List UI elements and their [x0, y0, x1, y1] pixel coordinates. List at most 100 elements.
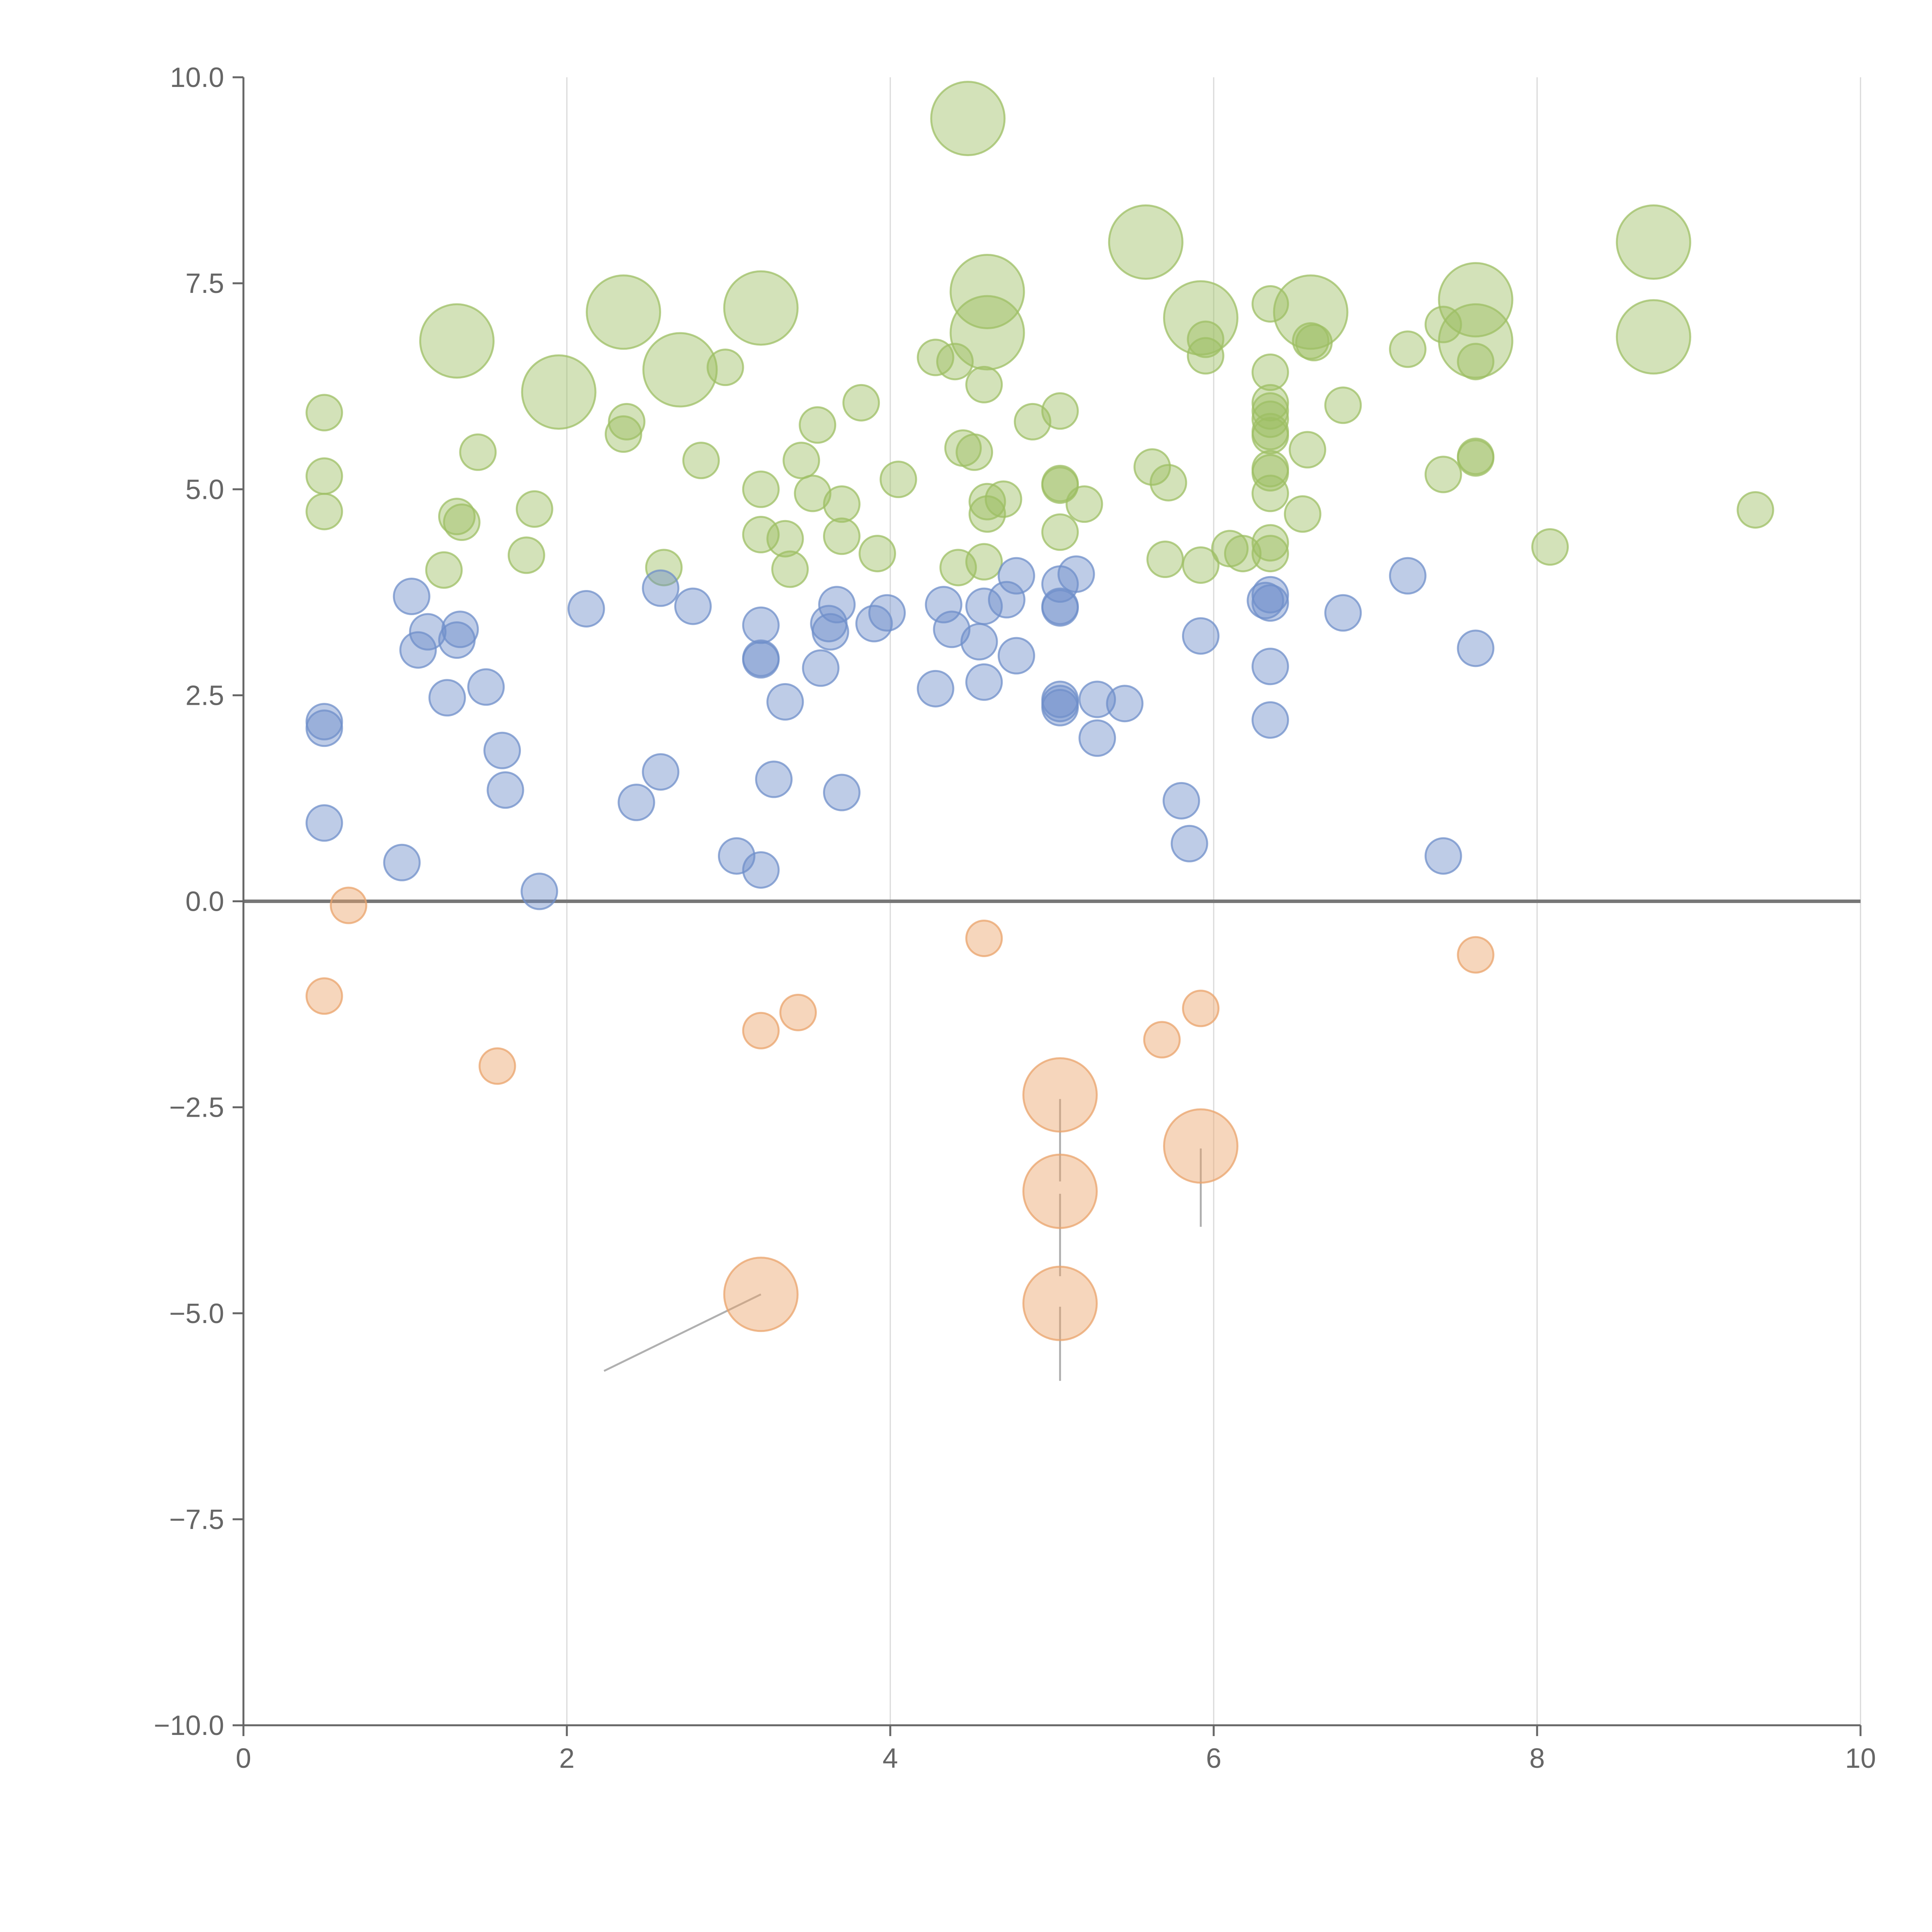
data-point-green — [521, 354, 597, 430]
data-point-blue — [1041, 685, 1079, 723]
data-point-blue — [383, 844, 421, 881]
data-point-green — [949, 253, 1025, 329]
data-point-green — [1251, 384, 1289, 422]
data-point-blue — [965, 587, 1003, 625]
y-tick-label: 2.5 — [185, 680, 224, 711]
data-point-green — [305, 394, 343, 432]
data-point-green — [859, 535, 896, 573]
data-point-orange — [1182, 990, 1220, 1027]
data-point-orange — [1143, 1021, 1181, 1059]
data-point-blue — [960, 623, 998, 661]
data-point-orange — [742, 1012, 780, 1049]
data-point-blue — [1078, 680, 1116, 718]
data-point-green — [1146, 541, 1184, 578]
data-point-green — [985, 480, 1022, 518]
data-point-green — [1041, 513, 1079, 551]
data-point-blue — [1251, 648, 1289, 685]
data-point-blue — [1057, 555, 1095, 593]
axes: −10.0 −7.5 −5.0 −2.5 0.0 2.5 5.0 7.5 10.0 0 2 4 6 8 10 — [154, 62, 1876, 1774]
data-point-blue — [802, 649, 840, 687]
data-point-green — [823, 517, 861, 555]
data-point-blue — [742, 851, 780, 889]
data-point-blue — [933, 611, 971, 648]
data-point-green — [794, 474, 832, 512]
y-tick-label: 7.5 — [185, 268, 224, 299]
data-point-green — [1251, 454, 1289, 492]
data-point-green — [1531, 528, 1569, 566]
data-point-green — [1616, 204, 1691, 280]
data-point-blue — [965, 663, 1003, 701]
data-point-orange — [330, 886, 367, 924]
data-point-blue — [1251, 576, 1289, 614]
data-point-blue — [1457, 629, 1495, 667]
annotation-leader-lines — [604, 1099, 1202, 1381]
data-point-blue — [818, 586, 856, 624]
y-tick-label: −2.5 — [169, 1092, 224, 1123]
data-point-blue — [1041, 589, 1079, 627]
data-point-green — [1182, 546, 1220, 584]
data-point-orange — [965, 919, 1003, 957]
x-tick-label: 4 — [883, 1743, 898, 1774]
data-point-orange — [1457, 936, 1495, 974]
data-point-green — [419, 303, 495, 379]
x-tick-label: 6 — [1206, 1743, 1221, 1774]
data-point-blue — [766, 683, 804, 721]
data-point-blue — [988, 581, 1026, 619]
data-point-blue — [305, 709, 343, 747]
data-point-blue — [925, 586, 963, 624]
data-point-green — [917, 338, 954, 376]
data-point-blue — [617, 784, 655, 821]
data-point-green — [305, 457, 343, 495]
data-point-green — [842, 384, 880, 422]
data-point-blue — [1170, 825, 1208, 862]
data-point-green — [742, 516, 780, 554]
data-point-green — [823, 485, 861, 523]
data-point-green — [604, 415, 642, 453]
data-point-green — [1108, 204, 1184, 280]
data-point-green — [1457, 439, 1495, 477]
data-point-green — [766, 520, 804, 558]
data-point-blue — [1324, 594, 1362, 632]
data-point-green — [930, 81, 1006, 156]
data-point-green — [515, 490, 553, 528]
data-point-orange — [305, 977, 343, 1015]
data-point-blue — [1162, 782, 1200, 820]
data-point-orange — [478, 1047, 516, 1085]
data-point-blue — [393, 577, 430, 615]
data-point-green — [723, 270, 799, 346]
data-point-green — [965, 543, 1003, 581]
data-point-green — [305, 493, 343, 531]
data-point-green — [1163, 280, 1239, 356]
data-point-green — [1065, 485, 1103, 523]
data-point-green — [879, 461, 917, 498]
y-tick-label: 5.0 — [185, 474, 224, 505]
data-point-green — [968, 495, 1006, 533]
data-point-green — [956, 433, 993, 471]
data-point-green — [682, 442, 720, 480]
data-point-green — [1251, 524, 1289, 562]
data-point-green — [1251, 285, 1289, 323]
data-point-blue — [823, 774, 861, 811]
annotation-leader-line — [604, 1293, 762, 1372]
data-point-green — [1616, 299, 1691, 375]
data-point-green — [1251, 474, 1289, 512]
data-point-green — [1041, 392, 1079, 430]
data-point-green — [782, 442, 820, 480]
data-point-blue — [1251, 584, 1289, 622]
data-point-green — [642, 332, 718, 408]
x-tick-label: 10 — [1845, 1743, 1876, 1774]
data-point-orange — [1022, 1153, 1098, 1229]
data-point-blue — [1182, 617, 1220, 655]
data-point-green — [459, 433, 497, 471]
y-tick-label: 0.0 — [185, 886, 224, 917]
data-point-green — [1289, 431, 1327, 469]
data-point-orange — [1022, 1265, 1098, 1341]
data-point-blue — [917, 670, 954, 707]
data-point-green — [1150, 464, 1187, 502]
data-point-blue — [674, 587, 712, 625]
data-point-blue — [1078, 719, 1116, 757]
data-point-green — [438, 498, 476, 536]
y-tick-label: −10.0 — [154, 1710, 224, 1741]
data-point-green — [1736, 491, 1774, 529]
